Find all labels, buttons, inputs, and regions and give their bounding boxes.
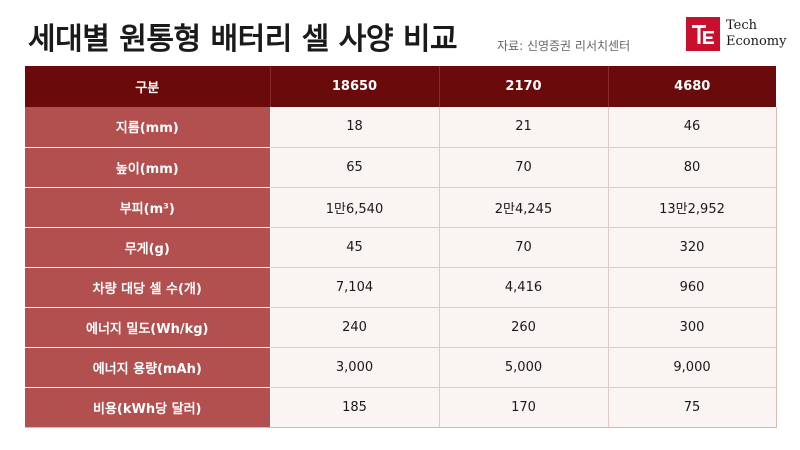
table-row: 차량 대당 셀 수(개) 7,104 4,416 960 xyxy=(25,267,777,308)
row-label: 부피(m³) xyxy=(25,187,271,228)
logo-line-2: Economy xyxy=(726,34,787,49)
table-cell: 65 xyxy=(270,147,440,188)
row-label: 무게(g) xyxy=(25,227,271,268)
table-cell: 80 xyxy=(608,147,777,188)
table-row: 지름(mm) 18 21 46 xyxy=(25,107,777,148)
header-cell-4680: 4680 xyxy=(608,66,776,107)
table-cell: 70 xyxy=(439,227,609,268)
table-cell: 300 xyxy=(608,307,777,348)
table-cell: 2만4,245 xyxy=(439,187,609,228)
spec-table: 구분 18650 2170 4680 지름(mm) 18 21 46 높이(mm… xyxy=(25,66,777,428)
table-cell: 21 xyxy=(439,107,609,148)
table-row: 무게(g) 45 70 320 xyxy=(25,227,777,268)
logo-line-1: Tech xyxy=(726,18,758,33)
table-cell: 13만2,952 xyxy=(608,187,777,228)
table-row: 에너지 밀도(Wh/kg) 240 260 300 xyxy=(25,307,777,348)
logo-text: Tech Economy xyxy=(726,18,786,50)
table-cell: 7,104 xyxy=(270,267,440,308)
table-cell: 170 xyxy=(439,387,609,428)
logo-te-icon xyxy=(686,17,720,51)
table-cell: 1만6,540 xyxy=(270,187,440,228)
header-cell-18650: 18650 xyxy=(270,66,440,107)
table-cell: 70 xyxy=(439,147,609,188)
table-cell: 240 xyxy=(270,307,440,348)
row-label: 높이(mm) xyxy=(25,147,271,188)
table-row: 부피(m³) 1만6,540 2만4,245 13만2,952 xyxy=(25,187,777,228)
row-label: 비용(kWh당 달러) xyxy=(25,387,271,428)
table-cell: 4,416 xyxy=(439,267,609,308)
table-cell: 960 xyxy=(608,267,777,308)
table-row: 높이(mm) 65 70 80 xyxy=(25,147,777,188)
table-cell: 320 xyxy=(608,227,777,268)
brand-logo: Tech Economy xyxy=(686,17,786,53)
header-cell-category: 구분 xyxy=(25,66,271,107)
source-note: 자료: 신영증권 리서치센터 xyxy=(497,39,631,53)
table-cell: 185 xyxy=(270,387,440,428)
table-cell: 5,000 xyxy=(439,347,609,388)
header-cell-2170: 2170 xyxy=(439,66,609,107)
row-label: 에너지 용량(mAh) xyxy=(25,347,271,388)
row-label: 에너지 밀도(Wh/kg) xyxy=(25,307,271,348)
page-title: 세대별 원통형 배터리 셀 사양 비교 xyxy=(28,22,458,57)
table-cell: 9,000 xyxy=(608,347,777,388)
table-cell: 46 xyxy=(608,107,777,148)
table-cell: 75 xyxy=(608,387,777,428)
table-cell: 18 xyxy=(270,107,440,148)
row-label: 차량 대당 셀 수(개) xyxy=(25,267,271,308)
row-label: 지름(mm) xyxy=(25,107,271,148)
table-row: 에너지 용량(mAh) 3,000 5,000 9,000 xyxy=(25,347,777,388)
table-cell: 3,000 xyxy=(270,347,440,388)
table-header-row: 구분 18650 2170 4680 xyxy=(25,66,776,107)
table-cell: 45 xyxy=(270,227,440,268)
table-cell: 260 xyxy=(439,307,609,348)
table-row: 비용(kWh당 달러) 185 170 75 xyxy=(25,387,777,428)
